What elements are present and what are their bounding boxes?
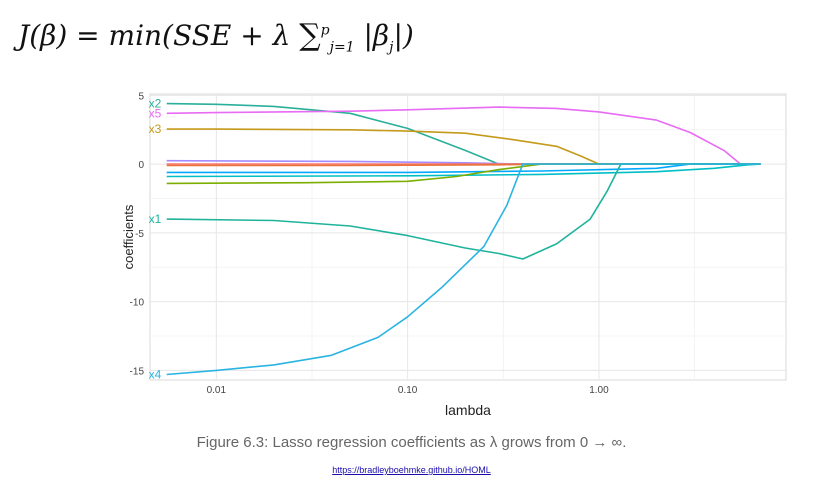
formula-plus-lambda: + λ (240, 19, 291, 52)
series-label-x4: x4 (149, 368, 162, 382)
y-tick-label: 5 (138, 91, 144, 102)
series-line-x5 (166, 106, 761, 165)
y-axis-ticks: 5 0 -5 -10 -15 (130, 91, 145, 377)
source-link[interactable]: https://bradleyboehmke.github.io/HOML (332, 465, 491, 475)
series-label-x3: x3 (149, 122, 162, 136)
x-tick-label: 0.10 (398, 385, 418, 396)
series-label-x5: x5 (149, 106, 162, 120)
y-tick-label: -15 (130, 366, 145, 377)
y-axis-label: coefficients (121, 204, 136, 269)
y-tick-label: 0 (138, 160, 144, 171)
formula-lhs: J(β) = min(SSE (18, 19, 232, 52)
x-tick-label: 1.00 (589, 385, 609, 396)
figure-caption: Figure 6.3: Lasso regression coefficient… (196, 434, 627, 451)
series-label-x2: x2 (149, 97, 162, 111)
series-lines (166, 102, 761, 376)
grid-lines (150, 94, 786, 380)
formula-sum-lower: j=1 (329, 39, 355, 56)
plot-panel (149, 93, 787, 381)
x-axis-label: lambda (445, 402, 491, 418)
x-tick-label: 0.01 (207, 385, 227, 396)
y-tick-label: -5 (135, 229, 144, 240)
formula-sum-symbol: ∑ (299, 18, 321, 53)
series-line-x2 (166, 102, 761, 165)
formula-term: |β (363, 19, 390, 52)
formula-term-sub: j (389, 39, 394, 56)
series-label-x1: x1 (149, 212, 162, 226)
y-tick-label: -10 (130, 298, 145, 309)
formula-close: |) (393, 19, 414, 52)
series-line-x4 (166, 163, 761, 376)
x-axis-ticks: 0.01 0.10 1.00 (207, 385, 610, 396)
lasso-objective-formula: J(β) = min(SSE + λ ∑pj=1 |βj|) (18, 18, 414, 58)
formula-sum-upper: p (320, 22, 330, 39)
series-line-x1 (166, 163, 761, 260)
series-line-x3 (166, 128, 761, 165)
